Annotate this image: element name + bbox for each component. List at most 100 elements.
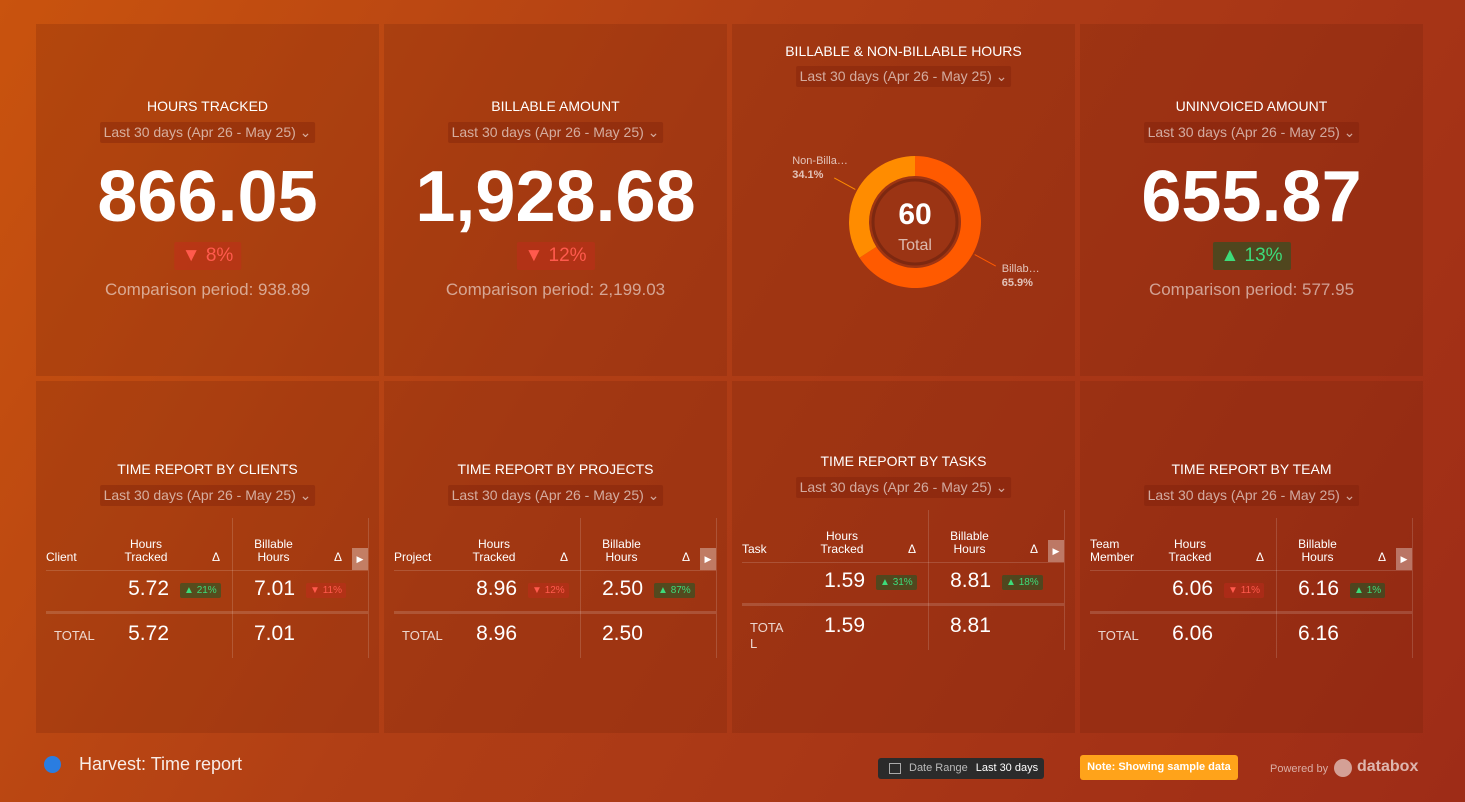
hours-value: 1.59 xyxy=(824,569,865,592)
column-header: Billable Hours xyxy=(1298,537,1337,564)
arrow: ▲ xyxy=(1354,585,1367,596)
row-divider xyxy=(46,570,368,571)
delta-badge: ▲ 1% xyxy=(1350,583,1386,598)
arrow: ▼ xyxy=(532,585,545,596)
date-period[interactable]: Last 30 days (Apr 26 - May 25) ⌄ xyxy=(447,122,664,143)
delta-badge: ▼ 11% xyxy=(306,583,346,598)
column-divider xyxy=(1064,510,1065,650)
arrow: ▲ xyxy=(1220,245,1245,266)
arrow: ▼ xyxy=(181,245,206,266)
total-label: TOTAL xyxy=(54,628,95,643)
arrow: ▲ xyxy=(1006,577,1019,588)
delta-badge: ▲ 87% xyxy=(654,583,695,598)
billable-value: 8.81 xyxy=(950,569,991,592)
column-header: Δ xyxy=(1029,542,1038,556)
column-header: Billable Hours xyxy=(602,537,641,564)
hours-value: 5.72 xyxy=(128,577,169,600)
change-value: 8% xyxy=(205,245,234,266)
leader-line xyxy=(834,177,856,190)
date-range-label: Date Range xyxy=(909,762,968,774)
column-header: Team Member xyxy=(1090,537,1135,564)
metric-tile: HOURS TRACKED Last 30 days (Apr 26 - May … xyxy=(36,24,379,376)
column-header: Δ xyxy=(333,550,342,564)
tile-title: TIME REPORT BY TASKS xyxy=(820,453,987,469)
column-header: Task xyxy=(742,542,767,556)
date-period[interactable]: Last 30 days (Apr 26 - May 25) ⌄ xyxy=(99,485,316,506)
chevron: ⌄ xyxy=(643,487,660,503)
change-value: 13% xyxy=(1244,245,1283,266)
delta-badge: ▲ 18% xyxy=(1002,575,1043,590)
date-period[interactable]: Last 30 days (Apr 26 - May 25) ⌄ xyxy=(1143,122,1360,143)
donut-tile: BILLABLE & NON-BILLABLE HOURS Last 30 day… xyxy=(732,24,1075,376)
scroll-button[interactable]: ▶ xyxy=(700,548,716,570)
chevron: ⌄ xyxy=(1339,487,1356,503)
dashboard-title: Harvest: Time report xyxy=(79,754,243,774)
total-hours: 6.06 xyxy=(1172,622,1213,645)
column-header: Project xyxy=(394,550,432,564)
delta-badge: ▲ 31% xyxy=(876,575,917,590)
total-divider xyxy=(394,611,716,614)
powered-by: Powered by xyxy=(1270,763,1329,775)
tile-title: TIME REPORT BY PROJECTS xyxy=(457,461,654,477)
delta-value: 21% xyxy=(196,585,217,596)
total-hours: 5.72 xyxy=(128,622,169,645)
segment-label: Non-Billa… xyxy=(792,155,848,167)
donut-segment xyxy=(849,156,915,258)
change-badge: ▼ 12% xyxy=(516,242,595,270)
chevron: ⌄ xyxy=(991,479,1008,495)
chevron: ⌄ xyxy=(295,124,312,140)
column-header: Δ xyxy=(1255,550,1264,564)
column-divider xyxy=(928,510,929,650)
column-header: Δ xyxy=(681,550,690,564)
tile-title: TIME REPORT BY CLIENTS xyxy=(117,461,298,477)
row-divider xyxy=(394,570,716,571)
tile-title: UNINVOICED AMOUNT xyxy=(1175,98,1328,114)
billable-value: 6.16 xyxy=(1298,577,1339,600)
date-period[interactable]: Last 30 days (Apr 26 - May 25) ⌄ xyxy=(1143,485,1360,506)
date-range-button[interactable]: Date Range Last 30 days xyxy=(878,758,1044,779)
scroll-button[interactable]: ▶ xyxy=(1396,548,1412,570)
total-hours: 1.59 xyxy=(824,614,865,637)
column-divider xyxy=(232,518,233,658)
delta-badge: ▼ 12% xyxy=(528,583,569,598)
delta-value: 1% xyxy=(1366,585,1382,596)
arrow: ▼ xyxy=(524,245,549,266)
arrow: ▲ xyxy=(880,577,893,588)
total-label: TOTAL xyxy=(750,620,784,651)
brand-name: databox xyxy=(1357,758,1419,775)
scroll-button[interactable]: ▶ xyxy=(352,548,368,570)
date-range-value: Last 30 days xyxy=(975,762,1039,774)
row-divider xyxy=(1090,570,1412,571)
column-header: Billable Hours xyxy=(254,537,293,564)
column-header: Δ xyxy=(211,550,220,564)
arrow: ▼ xyxy=(1228,585,1241,596)
column-divider xyxy=(1412,518,1413,658)
delta-value: 11% xyxy=(322,585,342,596)
change-value: 12% xyxy=(548,245,587,266)
tile-title: TIME REPORT BY TEAM xyxy=(1171,461,1332,477)
table-tile: TIME REPORT BY TEAM Last 30 days (Apr 26 … xyxy=(1080,381,1423,733)
date-period[interactable]: Last 30 days (Apr 26 - May 25) ⌄ xyxy=(795,66,1012,87)
date-period[interactable]: Last 30 days (Apr 26 - May 25) ⌄ xyxy=(447,485,664,506)
billable-value: 2.50 xyxy=(602,577,643,600)
date-period[interactable]: Last 30 days (Apr 26 - May 25) ⌄ xyxy=(99,122,316,143)
change-badge: ▼ 8% xyxy=(173,242,242,270)
column-divider xyxy=(580,518,581,658)
arrow: ▼ xyxy=(310,585,323,596)
chevron: ⌄ xyxy=(1339,124,1356,140)
date-period[interactable]: Last 30 days (Apr 26 - May 25) ⌄ xyxy=(795,477,1012,498)
chevron: ⌄ xyxy=(295,487,312,503)
column-header: Client xyxy=(46,550,77,564)
scroll-button[interactable]: ▶ xyxy=(1048,540,1064,562)
comparison: Comparison period: 2,199.03 xyxy=(445,280,666,299)
column-header: Billable Hours xyxy=(950,529,989,556)
total-label: TOTAL xyxy=(402,628,443,643)
table-tile: TIME REPORT BY PROJECTS Last 30 days (Apr… xyxy=(384,381,727,733)
total-divider xyxy=(742,603,1064,606)
donut-segment xyxy=(859,156,981,288)
segment-label: Billab… xyxy=(1002,263,1040,275)
metric-value: 655.87 xyxy=(1141,157,1362,237)
comparison: Comparison period: 938.89 xyxy=(104,280,311,299)
table-tile: TIME REPORT BY TASKS Last 30 days (Apr 26… xyxy=(732,381,1075,733)
arrow: ▲ xyxy=(184,585,197,596)
